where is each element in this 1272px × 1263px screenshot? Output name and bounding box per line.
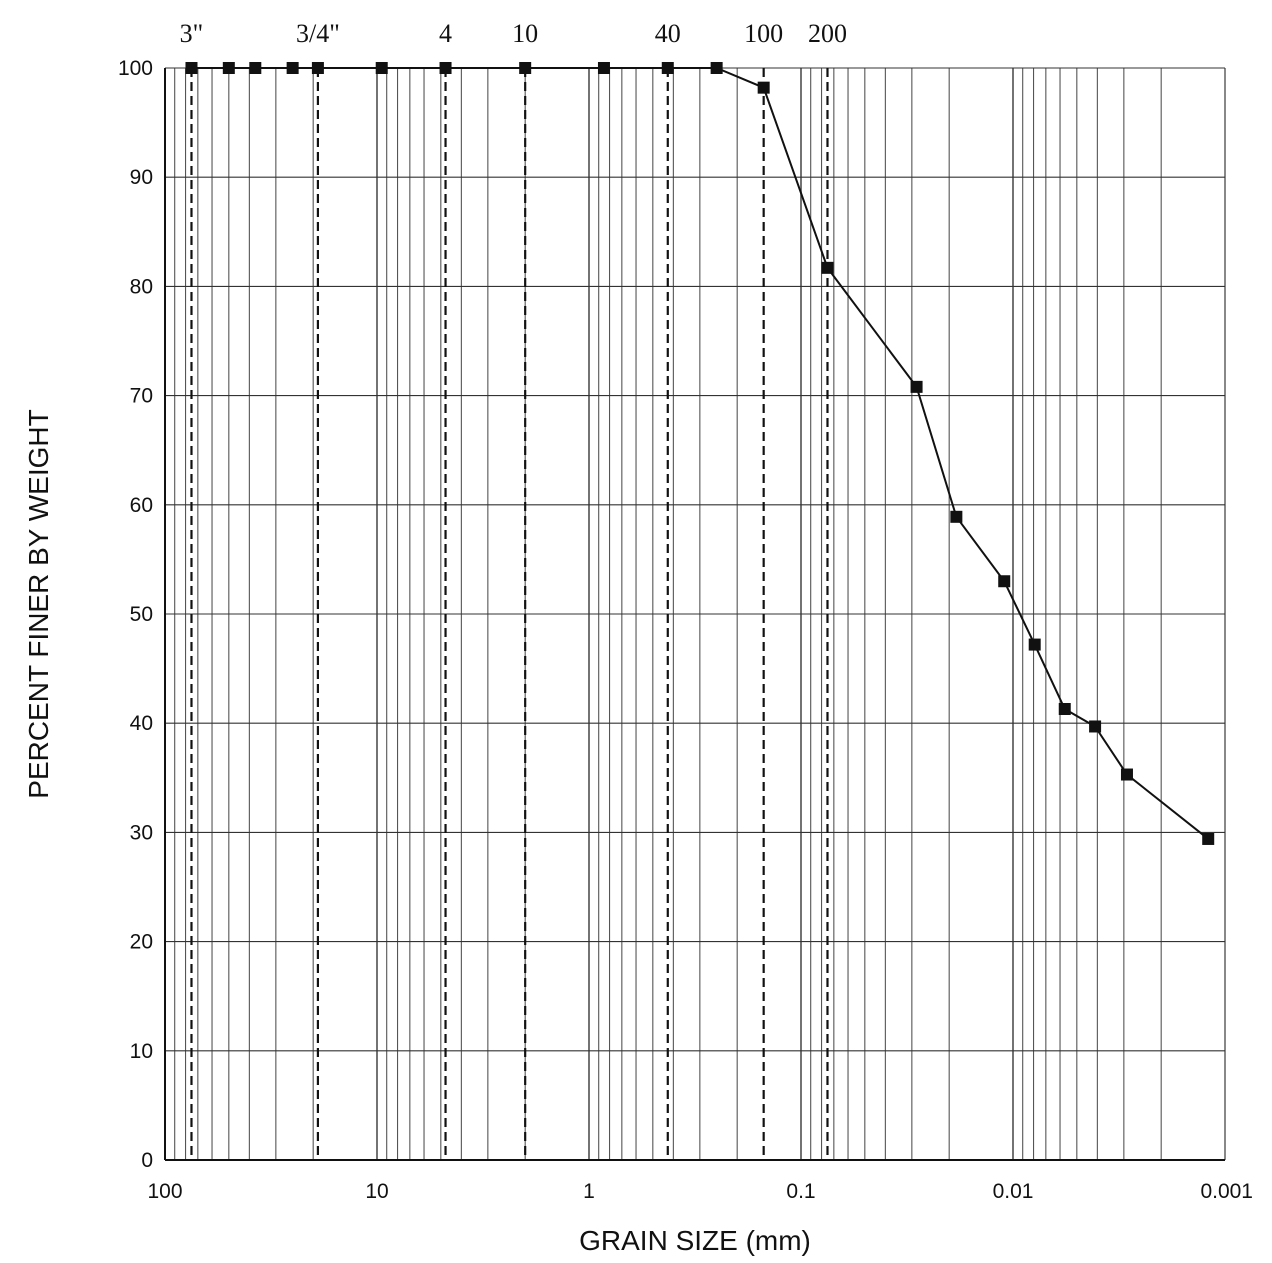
data-point — [757, 81, 770, 94]
x-tick-label: 10 — [365, 1180, 388, 1203]
data-point — [1058, 703, 1071, 716]
x-tick-label: 0.001 — [1200, 1180, 1253, 1203]
plot-frame — [164, 68, 1225, 1161]
y-tick-label: 0 — [141, 1149, 153, 1172]
sieve-label: 40 — [655, 19, 681, 48]
data-point — [249, 62, 262, 74]
sieve-label: 3/4" — [296, 19, 340, 48]
x-axis-label: GRAIN SIZE (mm) — [579, 1225, 811, 1256]
data-point — [439, 62, 452, 74]
x-tick-label: 100 — [147, 1180, 182, 1203]
data-point — [597, 62, 610, 74]
data-point — [661, 62, 674, 74]
y-tick-label: 80 — [130, 275, 153, 298]
data-point — [1028, 638, 1041, 651]
data-point — [910, 380, 923, 393]
sieve-labels: 3" 3/4" 4 10 40 100 200 — [180, 19, 847, 48]
data-point — [821, 261, 834, 274]
y-tick-label: 90 — [130, 166, 153, 189]
data-point — [998, 575, 1011, 588]
data-point — [519, 62, 532, 74]
data-point — [710, 62, 723, 74]
sieve-label: 3" — [180, 19, 204, 48]
sieve-label: 200 — [808, 19, 847, 48]
data-series — [185, 62, 1215, 845]
y-tick-label: 30 — [130, 821, 153, 844]
y-tick-label: 100 — [118, 57, 153, 80]
data-point — [286, 62, 299, 74]
sieve-label: 100 — [744, 19, 783, 48]
y-axis-label: PERCENT FINER BY WEIGHT — [23, 409, 54, 798]
y-tick-label: 40 — [130, 712, 153, 735]
data-point — [222, 62, 235, 74]
data-point — [311, 62, 324, 74]
x-tick-label: 1 — [583, 1180, 595, 1203]
sieve-label: 10 — [512, 19, 538, 48]
x-tick-label: 0.01 — [993, 1180, 1034, 1203]
data-point — [1089, 720, 1102, 733]
sieve-lines — [190, 68, 829, 1160]
data-point — [950, 510, 963, 523]
y-tick-label: 60 — [130, 494, 153, 517]
data-point — [1120, 768, 1133, 781]
chart-grid — [164, 67, 1226, 1161]
y-tick-label: 10 — [130, 1040, 153, 1063]
data-point — [1202, 832, 1215, 845]
y-tick-label: 50 — [130, 603, 153, 626]
y-tick-label: 20 — [130, 931, 153, 954]
x-tick-labels: 100 10 1 0.1 0.01 0.001 — [147, 1180, 1253, 1203]
y-tick-labels: 0 10 20 30 40 50 60 70 80 90 100 — [118, 57, 153, 1172]
data-point — [185, 62, 198, 74]
y-tick-label: 70 — [130, 385, 153, 408]
x-tick-label: 0.1 — [786, 1180, 815, 1203]
data-point — [375, 62, 388, 74]
sieve-label: 4 — [439, 19, 452, 48]
